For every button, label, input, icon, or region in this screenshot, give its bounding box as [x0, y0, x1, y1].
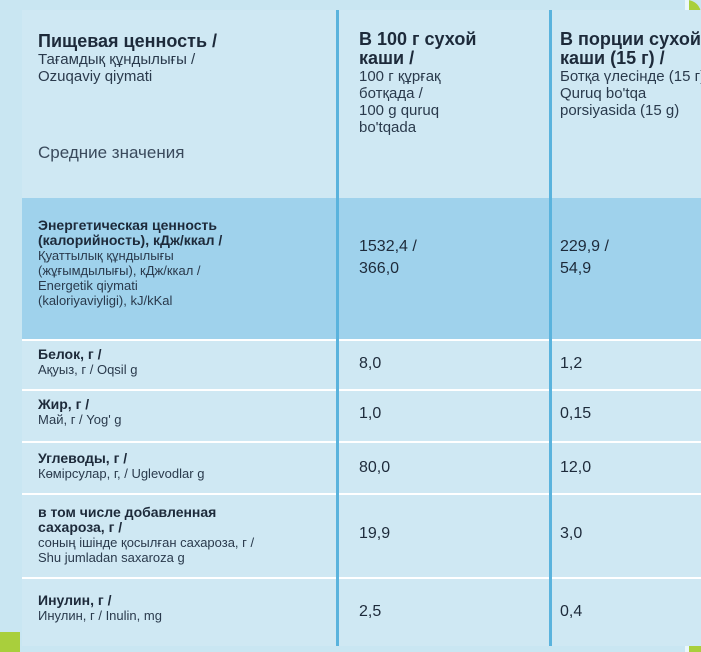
- table-header-row: Пищевая ценность / Тағамдық құндылығы / …: [22, 10, 701, 198]
- energy-value-portion-kj: 229,9 /: [560, 238, 609, 255]
- nutrition-table: Пищевая ценность / Тағамдық құндылығы / …: [22, 10, 701, 646]
- energy-value-100-kcal: 366,0: [359, 260, 400, 277]
- energy-value-100-kj: 1532,4 /: [359, 238, 417, 255]
- protein-value-100: 8,0: [359, 355, 382, 372]
- fat-value-portion: 0,15: [560, 405, 592, 422]
- header-portion-sub-2: Quruq bo'tqa: [560, 85, 647, 102]
- header-per100-sub-2: ботқада /: [359, 85, 423, 102]
- sucrose-sub-2: Shu jumladan saxaroza g: [38, 550, 185, 565]
- energy-label-2: (калорийность), кДж/ккал /: [38, 232, 223, 248]
- sucrose-label-1: в том числе добавленная: [38, 504, 217, 520]
- inulin-label: Инулин, г /: [38, 592, 112, 608]
- header-nutrient-title: Пищевая ценность /: [38, 31, 218, 51]
- energy-value-portion-kcal: 54,9: [560, 260, 592, 277]
- header-portion-title-2: каши (15 г) /: [560, 48, 665, 68]
- energy-sub-1: Қуаттылық құндылығы: [38, 248, 174, 263]
- sucrose-sub-1: соның ішінде қосылған сахароза, г /: [38, 535, 255, 550]
- sucrose-label-2: сахароза, г /: [38, 519, 123, 535]
- protein-label: Белок, г /: [38, 346, 102, 362]
- green-border-left: [0, 632, 20, 652]
- fat-sub: Май, г / Yog' g: [38, 412, 122, 427]
- inulin-sub: Инулин, г / Inulin, mg: [38, 608, 162, 623]
- carbs-sub: Көмірсулар, г, / Uglevodlar g: [38, 466, 205, 481]
- header-col-per100: В 100 г сухой каши / 100 г құрғақ ботқад…: [336, 10, 551, 198]
- header-per100-title-2: каши /: [359, 48, 415, 68]
- sucrose-value-portion: 3,0: [560, 525, 583, 542]
- carbs-value-100: 80,0: [359, 459, 391, 476]
- header-nutrient-sub-uz: Ozuqaviy qiymati: [38, 68, 153, 85]
- header-average-values: Средние значения: [38, 143, 185, 162]
- energy-label-1: Энергетическая ценность: [38, 217, 217, 233]
- header-col-portion: В порции сухой каши (15 г) / Ботқа үлесі…: [549, 10, 701, 198]
- header-col-nutrient: Пищевая ценность / Тағамдық құндылығы / …: [22, 10, 338, 198]
- inulin-value-portion: 0,4: [560, 603, 583, 620]
- fat-label: Жир, г /: [38, 396, 90, 412]
- table-row-inulin: Инулин, г / Инулин, г / Inulin, mg 2,5 0…: [22, 578, 701, 646]
- header-portion-title-1: В порции сухой: [560, 29, 701, 49]
- carbs-label: Углеводы, г /: [38, 450, 128, 466]
- table-row-carbs: Углеводы, г / Көмірсулар, г, / Uglevodla…: [22, 442, 701, 495]
- header-per100-sub-4: bo'tqada: [359, 119, 417, 136]
- inulin-value-100: 2,5: [359, 603, 382, 620]
- table-row-fat: Жир, г / Май, г / Yog' g 1,0 0,15: [22, 390, 701, 443]
- fat-value-100: 1,0: [359, 405, 382, 422]
- header-per100-sub-3: 100 g quruq: [359, 102, 440, 119]
- header-per100-title-1: В 100 г сухой: [359, 29, 477, 49]
- table-row-protein: Белок, г / Ақуыз, г / Oqsil g 8,0 1,2: [22, 340, 701, 391]
- protein-sub: Ақуыз, г / Oqsil g: [38, 362, 138, 377]
- energy-sub-3: Energetik qiymati: [38, 278, 138, 293]
- energy-sub-2: (жұғымдылығы), кДж/ккал /: [38, 263, 201, 278]
- header-portion-sub-3: porsiyasida (15 g): [560, 102, 680, 119]
- header-portion-sub-1: Ботқа үлесінде (15 г) /: [560, 68, 701, 85]
- protein-value-portion: 1,2: [560, 355, 583, 372]
- sucrose-value-100: 19,9: [359, 525, 391, 542]
- table-row-sucrose: в том числе добавленная сахароза, г / со…: [22, 494, 701, 579]
- energy-sub-4: (kaloriyaviyligi), kJ/kKal: [38, 293, 173, 308]
- header-nutrient-sub-kk: Тағамдық құндылығы /: [38, 51, 196, 68]
- header-per100-sub-1: 100 г құрғақ: [359, 68, 441, 85]
- carbs-value-portion: 12,0: [560, 459, 592, 476]
- table-row-energy: Энергетическая ценность (калорийность), …: [22, 198, 701, 341]
